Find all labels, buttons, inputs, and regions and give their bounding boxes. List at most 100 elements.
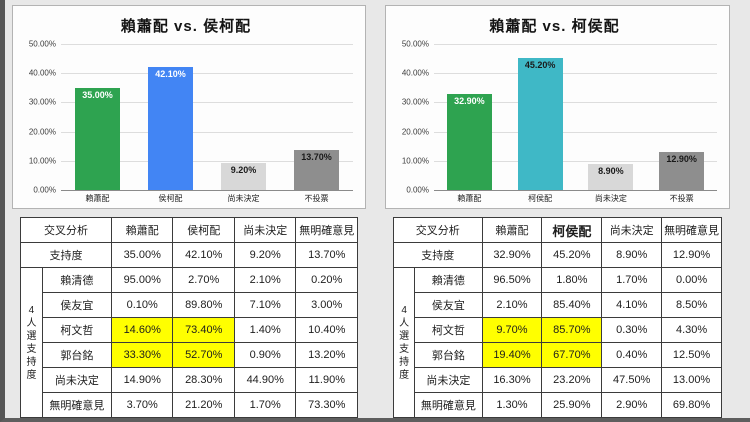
header-cell: 柯侯配 [541,217,603,243]
plot-area: 32.90% 45.20% 8.90% 12.90% [434,44,717,191]
group-label-char: 度 [399,369,410,381]
group-label-char: 選 [26,330,37,342]
bars: 32.90% 45.20% 8.90% 12.90% [434,44,717,190]
bar-value-label: 13.70% [301,152,332,162]
panel-lai-hsiao-vs-hou-ko: 賴蕭配 vs. 侯柯配 50.00% 40.00% 30.00% 20.00% 10.0… [12,5,366,418]
table-cell: 14.60% [110,317,174,343]
bar-slot: 13.70% [280,44,353,190]
support-row: 支持度 35.00% 42.10% 9.20% 13.70% [20,242,358,268]
bar-slot: 32.90% [434,44,505,190]
table-cell: 19.40% [481,342,543,368]
chart-area: 50.00% 40.00% 30.00% 20.00% 10.00% 0.00% 32.9… [392,40,717,195]
table-row: 無明確意見 1.30% 25.90% 2.90% 69.80% [394,392,722,418]
table-cell: 0.30% [601,317,663,343]
bar-slot: 45.20% [505,44,576,190]
table-row: 柯文哲 14.60% 73.40% 1.40% 10.40% [21,317,358,343]
table-cell: 85.40% [541,292,603,318]
x-axis-label: 賴蕭配 [85,194,110,203]
support-value: 32.90% [481,242,543,268]
y-axis-tick-label: 20.00% [28,127,56,137]
table-cell: 13.00% [661,367,722,393]
y-axis-tick-label: 50.00% [401,39,429,49]
bars: 35.00% 42.10% 9.20% 13.70% [61,44,353,190]
bar-尚未決定: 9.20% [221,163,266,190]
table-row: 郭台銘 19.40% 67.70% 0.40% 12.50% [394,342,722,368]
bar-value-label: 12.90% [666,154,697,165]
y-axis: 50.00% 40.00% 30.00% 20.00% 10.00% 0.00% [19,40,61,195]
gridlines [61,44,353,191]
gridline [61,73,353,75]
table-cell: 11.90% [295,367,358,393]
table-cell: 89.80% [172,292,235,318]
row-label: 侯友宜 [41,292,112,318]
table-cell: 69.80% [661,392,722,418]
row-label: 柯文哲 [41,317,112,343]
plot-area: 35.00% 42.10% 9.20% 13.70% [61,44,353,191]
table-cell: 33.30% [110,342,174,368]
y-axis-tick-label: 20.00% [401,127,429,137]
gridline [61,131,353,133]
table-cell: 0.90% [233,342,297,368]
row-label: 尚未決定 [414,367,483,393]
support-value: 8.90% [601,242,663,268]
x-axis-label: 不投票 [304,194,329,203]
table-row: 4 人選支持度賴清德 95.00% 2.70% 2.10% 0.20% [20,267,358,418]
support-value: 13.70% [295,242,358,268]
header-cell: 賴蕭配 [481,217,543,243]
group-label-char: 4 [401,304,407,316]
y-axis-tick-label: 0.00% [406,185,429,195]
y-axis-tick-label: 10.00% [401,156,429,166]
row-label: 尚未決定 [41,367,112,393]
group-label-char: 度 [26,369,37,381]
y-axis-tick-label: 0.00% [33,185,56,195]
group-label-char: 支 [26,343,37,355]
support-value: 12.90% [661,242,722,268]
bar-賴蕭配: 35.00% [75,87,120,190]
panel-lai-hsiao-vs-ko-hou: 賴蕭配 vs. 柯侯配 50.00% 40.00% 30.00% 20.00% 10.0… [385,5,730,418]
group-label-char: 4 [28,304,35,316]
x-axis-label: 侯柯配 [158,194,183,203]
table-header-row: 交叉分析 賴蕭配 柯侯配 尚未決定 無明確意見 [393,217,722,243]
x-axis-label: 不投票 [669,194,694,203]
table-cell: 3.00% [295,292,358,318]
group-label-char: 人 [399,317,410,329]
gridline [61,160,353,162]
y-axis-tick-label: 40.00% [401,68,429,78]
group-label-char: 人 [26,317,37,329]
x-axis-label: 賴蕭配 [457,194,482,203]
header-cell: 無明確意見 [661,217,722,243]
row-label: 郭台銘 [414,342,483,368]
bar-slot: 42.10% [134,44,207,190]
header-cell: 賴蕭配 [110,217,174,243]
row-label: 郭台銘 [41,342,112,368]
y-axis: 50.00% 40.00% 30.00% 20.00% 10.00% 0.00% [392,40,434,195]
table-cell: 52.70% [172,342,235,368]
table-cell: 23.20% [541,367,603,393]
chart-area: 50.00% 40.00% 30.00% 20.00% 10.00% 0.00% 35.0… [19,40,353,195]
group-label-char: 持 [399,356,410,368]
table-cell: 1.80% [541,267,603,293]
table-cell: 28.30% [172,367,235,393]
table-cell: 0.00% [661,267,722,293]
x-axis-label: 柯侯配 [528,194,553,203]
table-cell: 21.20% [172,392,235,418]
group-label-char: 支 [399,343,410,355]
table-cell: 1.70% [601,267,663,293]
gridline [434,73,717,75]
table-cell: 9.70% [481,317,543,343]
header-cross-analysis: 交叉分析 [20,217,112,243]
header-cell: 尚未決定 [601,217,663,243]
x-axis-label: 尚未決定 [227,194,260,203]
bar-value-label: 9.20% [230,165,257,176]
bar-value-label: 32.90% [454,95,485,106]
header-cross-analysis: 交叉分析 [393,217,483,243]
group-label-char: 持 [26,356,37,368]
support-value: 45.20% [541,242,603,268]
chart-title: 賴蕭配 vs. 侯柯配 [120,18,252,35]
bar-value-label: 45.20% [524,60,556,71]
support-value: 9.20% [233,242,297,268]
header-cell: 侯柯配 [172,217,235,243]
gridlines [434,44,717,191]
